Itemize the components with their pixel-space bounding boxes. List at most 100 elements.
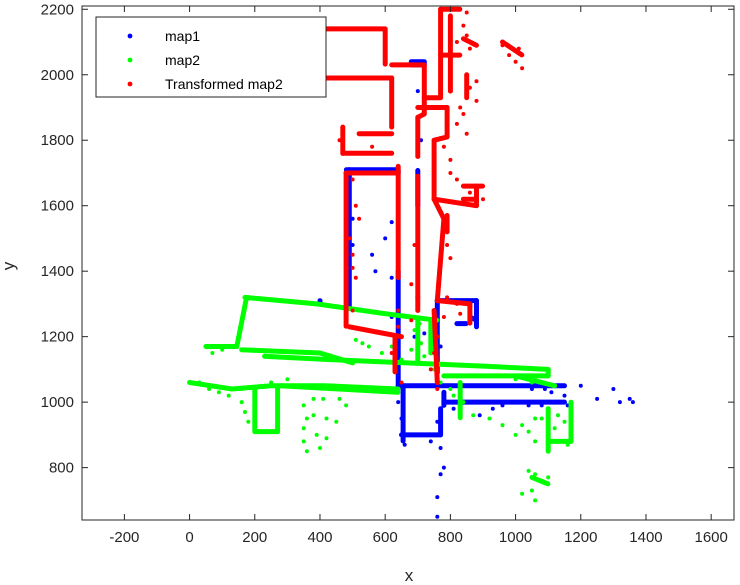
data-trace	[500, 39, 525, 58]
data-point	[353, 203, 358, 208]
data-trace	[431, 196, 479, 209]
data-point	[399, 357, 404, 362]
x-tick-label: 1000	[499, 529, 532, 546]
data-point	[539, 416, 544, 421]
data-point	[441, 465, 446, 470]
data-point	[526, 468, 531, 473]
data-point	[435, 387, 440, 391]
data-point	[549, 390, 554, 395]
data-point	[617, 400, 622, 405]
data-point	[311, 413, 316, 418]
data-point	[415, 216, 420, 221]
data-point	[415, 295, 420, 300]
data-point	[301, 426, 306, 431]
data-point	[337, 396, 342, 401]
data-point	[432, 351, 437, 355]
data-point	[438, 472, 443, 477]
data-point	[464, 33, 469, 38]
data-point	[350, 177, 355, 182]
data-point	[334, 419, 339, 424]
data-point	[207, 387, 212, 391]
data-point	[269, 380, 274, 385]
data-point	[529, 387, 534, 391]
data-point	[481, 400, 485, 405]
x-ticks: -200 0 200 400 600 800 1000 1200 1400 1600	[109, 6, 728, 546]
data-trace	[434, 216, 447, 304]
data-trace	[234, 294, 250, 349]
data-point	[379, 351, 384, 355]
data-point	[467, 46, 472, 51]
data-point	[366, 344, 371, 349]
data-point	[516, 46, 521, 51]
data-point	[324, 436, 329, 441]
data-trace	[278, 383, 401, 395]
x-tick-label: 0	[185, 529, 193, 546]
data-point	[474, 301, 479, 306]
data-point	[448, 387, 453, 391]
x-tick-label: 1200	[564, 529, 597, 546]
data-point	[539, 403, 544, 408]
data-point	[350, 252, 355, 257]
data-point	[347, 236, 352, 241]
data-point	[448, 171, 453, 175]
x-tick-label: 1600	[694, 529, 727, 546]
data-point	[533, 439, 538, 444]
data-point	[301, 439, 306, 444]
data-point	[520, 491, 525, 496]
data-point	[627, 396, 632, 401]
data-point	[350, 265, 355, 270]
data-point	[529, 380, 534, 385]
data-point	[370, 252, 375, 257]
data-point	[311, 396, 316, 401]
data-point	[451, 393, 456, 398]
data-point	[507, 53, 512, 58]
data-point	[360, 341, 365, 346]
data-point	[373, 269, 378, 274]
x-tick-label: 200	[242, 529, 267, 546]
data-point	[448, 256, 453, 261]
data-point	[412, 243, 417, 247]
data-point	[467, 190, 472, 195]
data-point	[383, 151, 388, 156]
legend: map1 map2 Transformed map2	[95, 16, 327, 98]
data-point	[216, 390, 221, 395]
data-point	[243, 410, 247, 414]
data-trace	[346, 324, 404, 340]
data-point	[304, 449, 309, 454]
data-point	[552, 426, 557, 431]
data-point	[239, 387, 244, 391]
y-tick-label: 1800	[41, 132, 74, 149]
data-trace	[421, 6, 444, 101]
data-point	[611, 387, 616, 391]
data-point	[520, 423, 525, 428]
data-point	[396, 308, 401, 313]
data-point	[513, 432, 518, 437]
x-tick-label: 1400	[629, 529, 662, 546]
legend-label: map2	[165, 52, 200, 68]
data-point	[314, 432, 319, 437]
data-point	[562, 393, 567, 398]
data-point	[438, 344, 443, 349]
series-transformed-map2	[311, 6, 525, 391]
data-point	[435, 334, 440, 339]
data-point	[409, 282, 414, 287]
data-point	[370, 144, 375, 149]
data-trace	[434, 298, 473, 307]
data-point	[458, 105, 463, 110]
data-point	[533, 498, 538, 503]
data-point	[481, 197, 485, 202]
y-tick-label: 1000	[41, 394, 74, 411]
data-point	[383, 236, 388, 241]
y-tick-label: 2000	[41, 67, 74, 84]
data-point	[409, 318, 414, 323]
data-point	[350, 308, 355, 313]
data-point	[285, 377, 290, 382]
data-point	[402, 442, 407, 447]
data-point	[454, 177, 459, 182]
data-point	[595, 396, 600, 401]
data-point	[389, 351, 394, 355]
data-point	[419, 341, 423, 346]
data-point	[474, 79, 479, 84]
data-point	[350, 243, 355, 247]
data-point	[533, 416, 538, 421]
